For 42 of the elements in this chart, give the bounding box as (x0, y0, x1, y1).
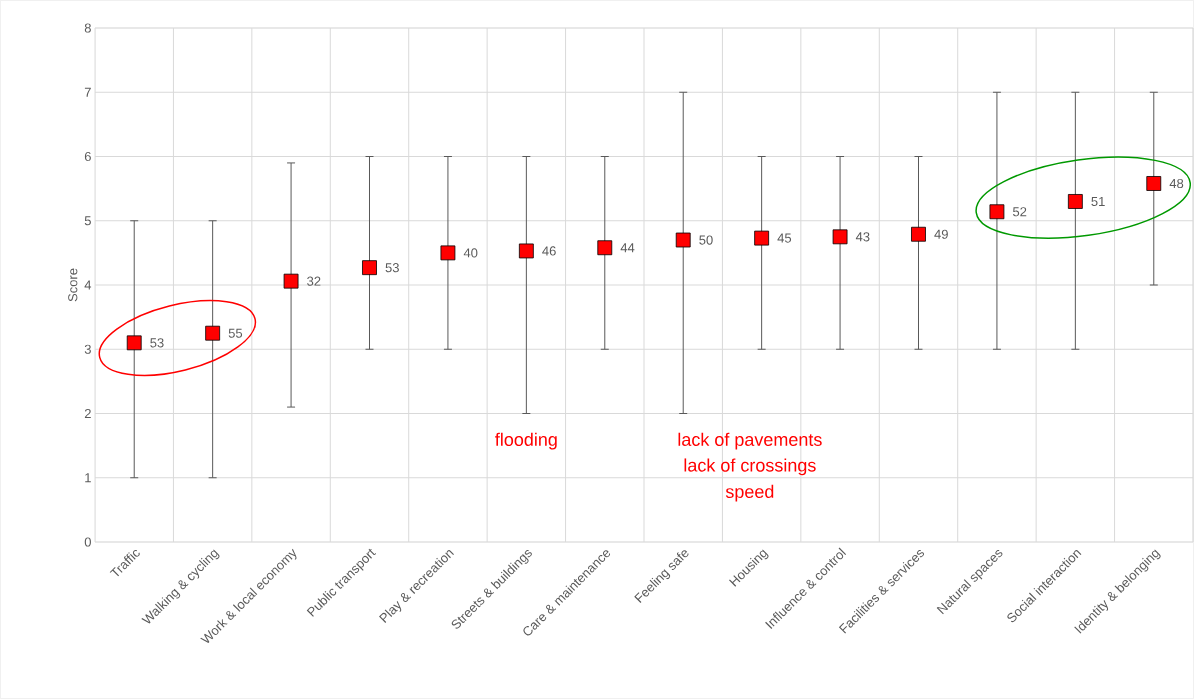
y-tick-label: 6 (84, 151, 91, 162)
y-tick-label: 0 (84, 537, 91, 547)
annotation: 53 (385, 263, 399, 273)
annotation: 45 (777, 233, 792, 243)
point (205, 325, 221, 341)
y-axis-title: Score (68, 268, 78, 302)
point (518, 243, 534, 259)
annotation: 48 (1169, 178, 1184, 189)
y-tick-label: 4 (84, 280, 92, 290)
annotation: 40 (463, 248, 478, 258)
annotation: 49 (934, 229, 948, 239)
y-tick-label: 5 (84, 216, 91, 226)
annotation: 50 (699, 235, 713, 245)
point (362, 260, 377, 276)
point (283, 273, 299, 289)
annotation: 53 (150, 338, 164, 348)
annotation: lack of pavements (678, 432, 822, 450)
point (597, 240, 613, 256)
point (126, 335, 142, 351)
y-tick-label: 7 (84, 87, 91, 97)
annotation: 55 (228, 328, 243, 338)
annotation: 44 (620, 243, 635, 253)
y-tick-label: 8 (84, 23, 91, 33)
point (832, 229, 848, 245)
annotation: 51 (1091, 196, 1105, 207)
annotation: flooding (495, 432, 557, 450)
y-tick-label: 1 (85, 473, 91, 483)
point (1067, 194, 1083, 209)
annotation: 46 (542, 246, 556, 256)
y-tick-label: 2 (84, 408, 91, 419)
y-tick-label: 3 (84, 344, 91, 354)
annotation: 52 (1012, 207, 1027, 217)
annotation: lack of crossings (684, 458, 816, 476)
point (989, 204, 1005, 220)
annotation: speed (725, 484, 774, 502)
point (675, 232, 691, 248)
point (911, 226, 926, 242)
annotation: 32 (307, 276, 321, 286)
annotation: 43 (855, 232, 870, 242)
point (754, 230, 770, 246)
point (1146, 176, 1162, 191)
point (440, 245, 456, 261)
